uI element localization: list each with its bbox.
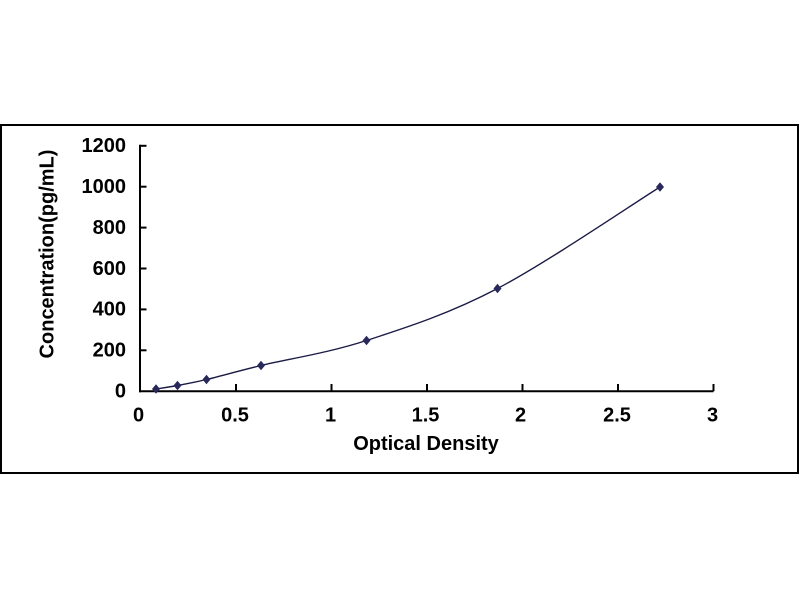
svg-text:2: 2 xyxy=(515,405,526,427)
svg-text:0: 0 xyxy=(133,405,144,427)
svg-text:1000: 1000 xyxy=(82,176,127,198)
svg-text:Optical Density: Optical Density xyxy=(353,433,499,455)
svg-text:600: 600 xyxy=(93,258,126,280)
svg-text:200: 200 xyxy=(93,340,126,362)
svg-text:800: 800 xyxy=(93,217,126,239)
svg-text:2.5: 2.5 xyxy=(603,405,631,427)
svg-text:Concentration(pg/mL): Concentration(pg/mL) xyxy=(37,150,59,359)
svg-text:0: 0 xyxy=(115,381,126,403)
svg-text:400: 400 xyxy=(93,299,126,321)
svg-text:3: 3 xyxy=(707,405,718,427)
svg-text:1200: 1200 xyxy=(82,135,127,157)
svg-text:1: 1 xyxy=(325,405,336,427)
svg-text:1.5: 1.5 xyxy=(412,405,440,427)
svg-text:0.5: 0.5 xyxy=(221,405,249,427)
